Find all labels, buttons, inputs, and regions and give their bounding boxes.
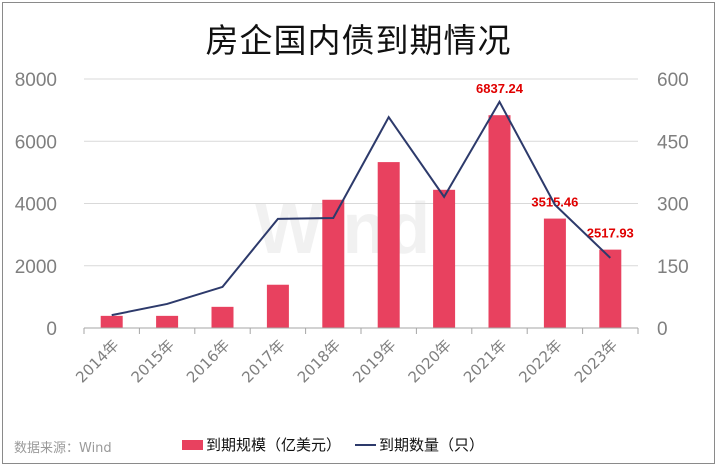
legend: 到期规模（亿美元） 到期数量（只） (182, 434, 484, 455)
legend-bar-swatch (182, 439, 203, 450)
x-axis-label: 2019年 (349, 336, 399, 386)
bar (100, 315, 123, 328)
left-axis-tick: 6000 (15, 132, 57, 153)
bar (599, 249, 622, 328)
left-axis-tick: 2000 (15, 257, 57, 278)
right-axis-tick: 300 (657, 195, 689, 216)
bar (322, 199, 345, 328)
x-axis-label: 2018年 (294, 336, 344, 386)
bar (266, 284, 289, 328)
left-axis-tick: 4000 (15, 195, 57, 216)
right-axis-tick: 450 (657, 132, 689, 153)
bar (543, 218, 566, 328)
right-axis-tick: 150 (657, 257, 689, 278)
count-line (111, 99, 611, 317)
x-axis-label: 2020年 (405, 336, 455, 386)
data-label: 3515.46 (531, 195, 578, 210)
bar (156, 315, 179, 328)
bar (488, 115, 511, 328)
legend-line-swatch (355, 443, 377, 446)
left-axis-tick: 8000 (15, 70, 57, 91)
x-axis-label: 2016年 (183, 336, 233, 386)
right-axis-tick: 0 (657, 319, 668, 340)
x-axis-label: 2023年 (571, 336, 621, 386)
x-axis-label: 2015年 (128, 336, 178, 386)
source-note: 数据来源：Wind (14, 441, 112, 456)
left-axis-tick: 0 (46, 319, 57, 340)
bar (377, 162, 400, 328)
x-axis-label: 2021年 (460, 336, 510, 386)
bar (433, 189, 456, 328)
x-axis-label: 2017年 (238, 336, 288, 386)
legend-bar-label: 到期规模（亿美元） (206, 436, 342, 454)
x-axis-label: 2014年 (72, 336, 122, 386)
chart-title: 房企国内债到期情况 (205, 21, 512, 60)
bar (211, 306, 234, 328)
data-label: 2517.93 (587, 226, 634, 241)
legend-line-label: 到期数量（只） (379, 436, 485, 454)
x-axis-label: 2022年 (515, 336, 565, 386)
data-label: 6837.24 (476, 81, 524, 96)
right-axis-tick: 600 (657, 70, 689, 91)
